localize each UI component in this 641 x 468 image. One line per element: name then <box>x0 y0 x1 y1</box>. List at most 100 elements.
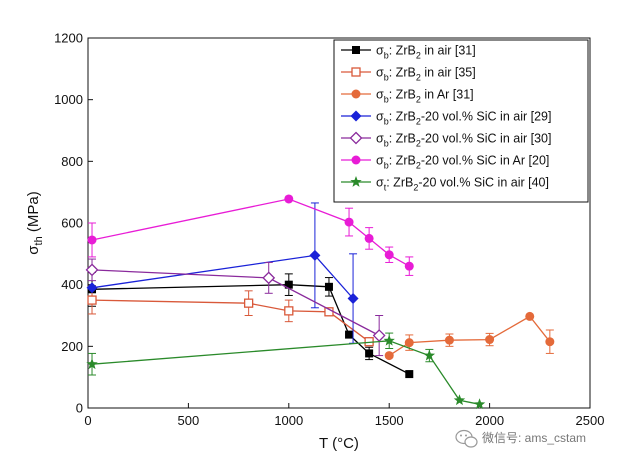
legend-label-label-mat: : ZrB <box>389 154 416 168</box>
y-tick-label: 1200 <box>54 31 83 46</box>
series-5 <box>87 194 414 276</box>
data-point <box>384 250 394 260</box>
legend-marker <box>350 110 362 122</box>
y-axis-title-unit: (MPa) <box>25 191 42 236</box>
legend-label-label-sub: b <box>384 95 389 105</box>
x-axis-title: T (°C) <box>319 435 359 452</box>
legend-entry-6: σt: ZrB2-20 vol.% SiC in air [40] <box>341 176 549 193</box>
legend-label: σb: ZrB2 in Ar [31] <box>376 88 474 105</box>
x-tick-label: 2000 <box>475 413 504 428</box>
legend-label-label-rest: -20 vol.% SiC in air [29] <box>421 110 552 124</box>
data-point <box>423 349 436 361</box>
data-point <box>372 329 386 342</box>
legend-label-label-mat: : ZrB <box>389 88 416 102</box>
x-tick-label: 1500 <box>375 413 404 428</box>
data-point <box>347 293 359 305</box>
legend-entry-0: σb: ZrB2 in air [31] <box>341 44 476 61</box>
y-axis-title-subscript: th <box>33 236 45 245</box>
legend-label-label-rest: -20 vol.% SiC in air [30] <box>421 132 552 146</box>
legend-entry-5: σb: ZrB2-20 vol.% SiC in Ar [20] <box>341 154 549 171</box>
x-tick-label: 500 <box>178 413 200 428</box>
x-tick-label: 0 <box>84 413 91 428</box>
y-tick-label: 0 <box>76 401 83 416</box>
legend-marker <box>352 46 360 54</box>
y-tick-label: 1000 <box>54 92 83 107</box>
series-1 <box>87 285 374 347</box>
legend-label-label-mat-sub: 2 <box>416 117 421 127</box>
legend-label: σb: ZrB2-20 vol.% SiC in Ar [20] <box>376 154 549 171</box>
legend-label-label-sym: σ <box>376 154 384 168</box>
data-point <box>525 311 535 321</box>
data-series <box>85 194 555 410</box>
legend-label-label-sym: σ <box>376 132 384 146</box>
data-point <box>473 398 486 410</box>
legend-label-label-rest: in air [35] <box>421 66 476 80</box>
legend-label-label-mat: : ZrB <box>389 132 416 146</box>
legend-label-label-sym: σ <box>376 66 384 80</box>
legend-entry-4: σb: ZrB2-20 vol.% SiC in air [30] <box>341 132 551 149</box>
y-axis-title-symbol: σ <box>25 245 42 255</box>
data-point <box>485 335 495 345</box>
legend-label-label-mat: : ZrB <box>389 44 416 58</box>
legend-label: σb: ZrB2 in air [35] <box>376 66 476 83</box>
legend-label: σb: ZrB2-20 vol.% SiC in air [30] <box>376 132 551 149</box>
legend-marker <box>351 67 361 77</box>
legend-label-label-mat-sub: 2 <box>416 95 421 105</box>
legend-label: σt: ZrB2-20 vol.% SiC in air [40] <box>376 176 549 193</box>
legend-label-label-sub: b <box>384 161 389 171</box>
data-point <box>85 263 99 277</box>
series-3 <box>86 202 359 344</box>
data-point <box>344 217 354 227</box>
legend-label-label-sym: σ <box>376 110 384 124</box>
y-axis-title: σth (MPa) <box>25 191 45 254</box>
legend-label-label-mat: : ZrB <box>389 110 416 124</box>
data-point <box>284 306 294 316</box>
legend-label-label-mat: : ZrB <box>386 176 413 190</box>
legend-label-label-sym: σ <box>376 176 384 190</box>
data-point <box>86 282 98 294</box>
data-point <box>405 370 414 379</box>
data-point <box>262 271 276 285</box>
x-tick-label: 1000 <box>274 413 303 428</box>
data-point <box>87 295 97 305</box>
legend-label-label-mat-sub: 2 <box>416 161 421 171</box>
data-point <box>383 334 395 346</box>
data-point <box>284 194 294 204</box>
data-point <box>364 233 374 243</box>
legend-label: σb: ZrB2 in air [31] <box>376 44 476 61</box>
watermark-text: 微信号: ams_cstam <box>482 431 586 445</box>
series-4 <box>85 258 386 357</box>
data-point <box>86 358 98 370</box>
legend-label-label-rest: in air [31] <box>421 44 476 58</box>
legend-label-label-mat: : ZrB <box>389 66 416 80</box>
legend-entry-3: σb: ZrB2-20 vol.% SiC in air [29] <box>341 110 551 127</box>
legend-label-label-rest: -20 vol.% SiC in air [40] <box>418 176 549 190</box>
legend-label-label-mat-sub: 2 <box>416 51 421 61</box>
series-line <box>91 198 410 267</box>
legend-label: σb: ZrB2-20 vol.% SiC in air [29] <box>376 110 551 127</box>
data-point <box>545 337 555 347</box>
y-tick-label: 600 <box>61 216 83 231</box>
data-point <box>324 282 333 291</box>
legend-label-label-sub: b <box>384 51 389 61</box>
legend-box <box>333 39 589 203</box>
data-point <box>404 261 414 271</box>
legend-marker <box>351 155 361 165</box>
legend-label-label-sym: σ <box>376 88 384 102</box>
wechat-icon <box>455 429 478 448</box>
data-point <box>404 338 414 348</box>
watermark: 微信号: ams_cstam <box>455 429 586 448</box>
legend-label-label-rest: -20 vol.% SiC in Ar [20] <box>421 154 550 168</box>
legend-marker <box>349 131 363 145</box>
legend-marker <box>350 176 362 187</box>
legend-label-label-sub: b <box>384 73 389 83</box>
data-point <box>284 280 293 289</box>
data-point <box>444 335 454 345</box>
data-point <box>365 349 374 358</box>
data-point <box>87 235 97 245</box>
legend-label-label-mat-sub: 2 <box>416 139 421 149</box>
legend-label-label-sub: b <box>384 117 389 127</box>
legend-label-label-sub: t <box>384 183 387 193</box>
legend-label-label-rest: in Ar [31] <box>421 88 474 102</box>
